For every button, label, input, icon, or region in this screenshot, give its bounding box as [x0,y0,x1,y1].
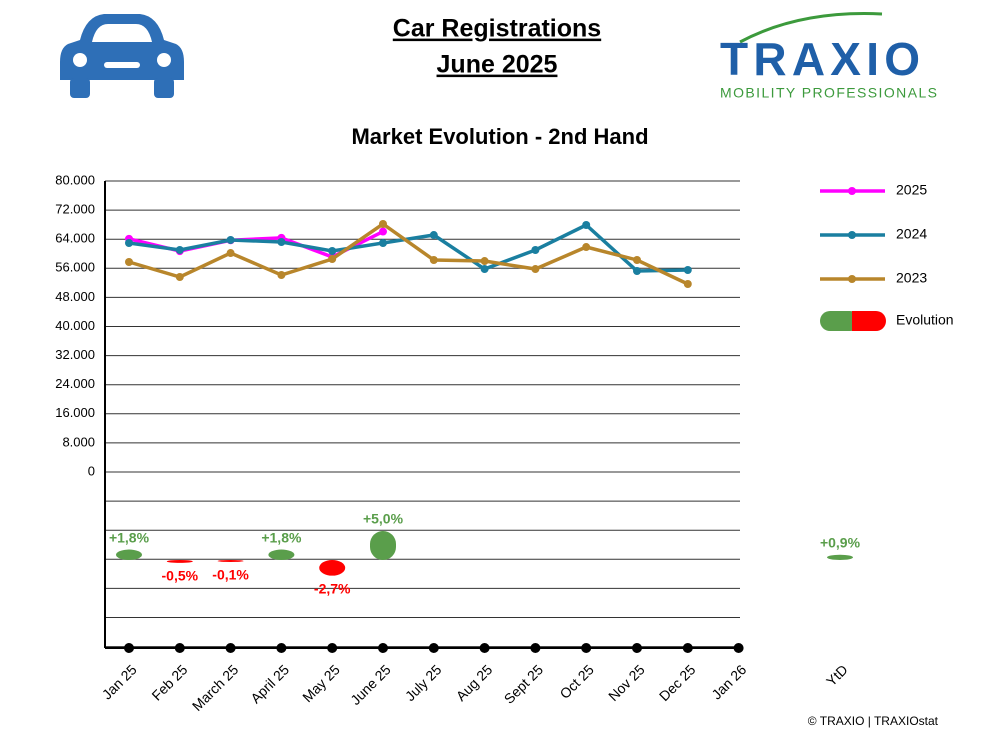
evolution-label: +0,9% [820,534,861,550]
evolution-marker [268,549,295,560]
series-line [128,221,689,286]
y-tick-label: 8.000 [62,434,95,449]
series-point [480,257,489,266]
series-point [531,246,540,255]
evolution-marker [116,549,142,560]
x-tick-label: March 25 [189,661,242,714]
y-tick-label: 40.000 [55,318,95,333]
x-tick-label: Jan 26 [708,661,749,702]
logo-tagline: MOBILITY PROFESSIONALS [720,85,937,101]
series-point [175,272,184,281]
y-tick-label: 64.000 [55,231,95,246]
evolution-marker [370,531,396,560]
axis-dot [276,643,287,653]
series-point [582,221,591,230]
series-point [277,270,286,279]
legend-label: 2025 [896,182,927,198]
subtitle: June 2025 [437,51,558,79]
evolution-marker [827,554,853,560]
x-tick-label: Nov 25 [605,661,648,704]
series-point [379,219,387,228]
ytd-label: YtD [823,661,851,689]
chart-title: Market Evolution - 2nd Hand [351,124,648,149]
series-point [328,254,337,263]
axis-dot [428,643,439,653]
legend-label: 2023 [896,270,927,286]
evolution-marker [217,560,244,562]
car-icon [60,14,184,98]
axis-dot [225,643,236,653]
axis-dot [327,643,338,653]
series-point [480,265,489,274]
copyright: © TRAXIO | TRAXIOstat [808,714,939,728]
y-tick-label: 80.000 [55,172,95,187]
series-point [379,239,387,248]
evolution-label: -0,5% [162,568,199,584]
x-tick-label: Aug 25 [453,661,496,704]
series-point [531,265,540,274]
series-point [125,258,133,267]
x-tick-label: May 25 [299,661,343,705]
series-point [125,239,133,248]
series-point [633,256,641,265]
y-tick-label: 24.000 [55,376,95,391]
legend-label: Evolution [896,312,954,328]
y-tick-label: 32.000 [55,347,95,362]
evolution-label: -0,1% [212,567,249,583]
series-point [633,266,641,275]
series-point [226,236,235,245]
legend-dot [848,187,856,195]
evolution-marker [166,560,193,563]
axis-dot [378,643,388,653]
y-tick-label: 16.000 [55,405,95,420]
x-tick-label: Feb 25 [148,661,190,703]
evolution-marker [319,560,346,576]
legend-evolution-pos [820,311,860,331]
axis-dot [124,643,134,653]
logo: TRAXIO [720,33,920,85]
series-point [429,231,438,240]
x-tick-label: April 25 [247,661,292,706]
axis-dot [733,643,744,653]
title: Car Registrations [393,15,601,43]
y-tick-label: 72.000 [55,202,95,217]
series-point [175,246,184,255]
x-tick-label: Oct 25 [556,661,597,702]
y-tick-label: 48.000 [55,289,95,304]
axis-dot [682,643,693,653]
series-point [226,249,235,258]
axis-dot [479,643,490,653]
logo-swoosh [739,12,883,44]
axis-dot [530,643,541,653]
axis-dot [581,643,592,653]
series-point [683,266,692,275]
x-tick-label: July 25 [402,661,445,704]
series-line [128,229,384,259]
series-point [328,246,337,255]
axis-dot [174,643,185,653]
evolution-label: +1,8% [109,529,150,545]
series-line [128,222,688,273]
x-tick-label: Dec 25 [656,661,699,704]
x-tick-label: Jan 25 [99,661,140,702]
series-point [582,243,591,252]
series-point [683,280,692,289]
y-tick-label: 56.000 [55,260,95,275]
x-tick-label: Sept 25 [501,661,547,707]
evolution-label: +1,8% [261,529,302,545]
series-point [429,256,438,265]
legend-dot [848,275,856,283]
evolution-label: -2,7% [314,580,351,596]
legend-label: 2024 [896,226,927,242]
series-point [277,238,286,247]
series-point [379,227,387,236]
legend-evolution-mid [852,311,862,331]
x-tick-label: June 25 [347,661,394,708]
evolution-label: +5,0% [363,511,404,527]
axis-dot [632,643,642,653]
y-tick-label: 0 [88,463,95,478]
legend-dot [848,231,856,239]
